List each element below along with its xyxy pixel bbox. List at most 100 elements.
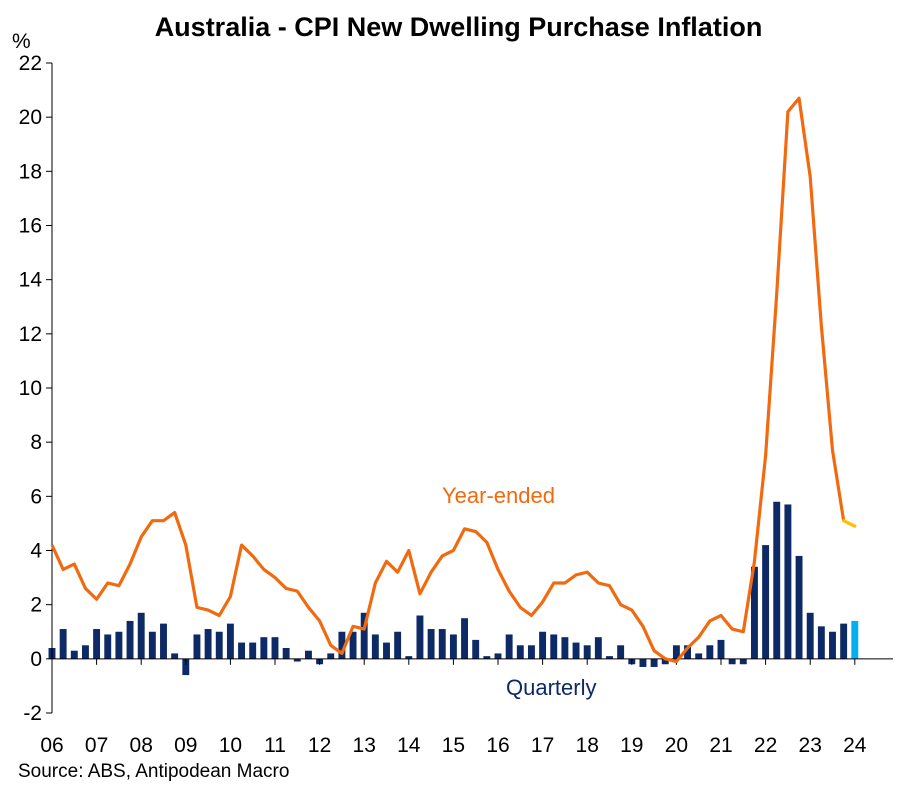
- quarterly-bar: [81, 645, 89, 659]
- x-tick-label: 21: [709, 734, 732, 757]
- quarterly-bar: [271, 637, 279, 659]
- y-tick-label: 22: [19, 52, 42, 75]
- quarterly-bar: [739, 658, 747, 665]
- x-tick-label: 17: [531, 734, 554, 757]
- quarterly-bar: [650, 658, 658, 667]
- quarterly-bar: [728, 658, 736, 665]
- quarterly-bar: [182, 658, 190, 676]
- x-tick-label: 15: [442, 734, 465, 757]
- quarterly-bar: [762, 545, 770, 659]
- quarterly-bar: [661, 658, 669, 665]
- quarterly-bar: [717, 639, 725, 659]
- quarterly-bar: [238, 642, 245, 659]
- y-tick-label: -2: [23, 702, 42, 725]
- quarterly-bar: [617, 645, 625, 659]
- y-tick-label: 2: [30, 594, 42, 617]
- x-tick-label: 11: [264, 734, 286, 757]
- quarterly-bar: [750, 566, 758, 659]
- quarterly-bar: [104, 634, 112, 659]
- x-tick-label: 14: [397, 734, 421, 757]
- x-tick-label: 20: [665, 734, 688, 757]
- quarterly-bar: [327, 653, 335, 659]
- quarterly-bar: [394, 631, 402, 659]
- y-tick-label: 6: [30, 485, 42, 508]
- year-ended-line: [50, 96, 857, 664]
- x-tick-label: 12: [308, 734, 331, 757]
- quarterly-bar: [137, 612, 145, 659]
- y-tick-label: 14: [19, 269, 43, 292]
- quarterly-bar: [249, 642, 257, 659]
- quarterly-bar: [706, 645, 714, 659]
- quarterly-bar: [672, 645, 680, 659]
- quarterly-bar: [293, 658, 301, 662]
- x-tick-label: 07: [85, 734, 108, 757]
- quarterly-bar: [539, 631, 547, 659]
- quarterly-bar: [583, 645, 591, 659]
- quarterly-bar: [806, 612, 814, 659]
- y-tick-label: 12: [19, 323, 42, 346]
- quarterly-bar: [561, 637, 569, 659]
- quarterly-bar: [427, 629, 435, 659]
- y-axis-unit: %: [12, 30, 31, 53]
- quarterly-bar: [594, 637, 602, 659]
- year-ended-latest-segment: [842, 519, 857, 528]
- x-tick-label: 10: [219, 734, 242, 757]
- x-tick-label: 16: [486, 734, 509, 757]
- quarterly-bar: [438, 629, 446, 659]
- quarterly-bar: [338, 631, 346, 659]
- quarterly-bar: [171, 653, 179, 659]
- quarterly-bar: [126, 620, 134, 659]
- quarterly-bar: [304, 650, 312, 659]
- y-tick-label: 16: [19, 215, 42, 238]
- quarterly-bar: [59, 629, 67, 659]
- x-tick-label: 08: [130, 734, 153, 757]
- series-label-year-ended: Year-ended: [442, 483, 555, 508]
- quarterly-bar: [226, 623, 234, 659]
- x-tick-label: 24: [843, 734, 867, 757]
- quarterly-bar: [461, 618, 468, 659]
- quarterly-bar: [260, 637, 268, 659]
- quarterly-bar: [550, 634, 558, 659]
- quarterly-bar: [405, 656, 413, 659]
- quarterly-bar: [795, 555, 803, 659]
- quarterly-bar: [215, 631, 223, 659]
- year-ended-series-line: [50, 96, 846, 664]
- quarterly-bar: [483, 656, 491, 659]
- quarterly-bar: [695, 653, 703, 659]
- series-label-quarterly: Quarterly: [506, 675, 596, 700]
- y-tick-label: 8: [30, 431, 42, 454]
- chart-title: Australia - CPI New Dwelling Purchase In…: [154, 12, 763, 42]
- x-tick-label: 23: [799, 734, 822, 757]
- quarterly-bar: [516, 645, 524, 659]
- quarterly-bar: [684, 645, 691, 659]
- quarterly-bar: [527, 645, 535, 659]
- quarterly-bar: [449, 634, 457, 659]
- quarterly-bar: [193, 634, 201, 659]
- y-tick-label: 10: [19, 377, 42, 400]
- x-tick-label: 06: [40, 734, 63, 757]
- quarterly-bar: [639, 658, 647, 667]
- quarterly-bar: [606, 656, 613, 659]
- quarterly-bar: [160, 623, 167, 659]
- x-tick-label: 09: [174, 734, 197, 757]
- y-tick-label: 18: [19, 160, 42, 183]
- quarterly-bar: [472, 639, 480, 659]
- quarterly-bar: [148, 631, 156, 659]
- quarterly-bar: [204, 629, 212, 659]
- quarterly-bar: [572, 642, 580, 659]
- x-tick-label: 13: [353, 734, 376, 757]
- quarterly-bar: [416, 615, 424, 659]
- x-tick-label: 22: [754, 734, 777, 757]
- quarterly-bar: [115, 631, 123, 659]
- quarterly-bar: [383, 642, 390, 659]
- quarterly-bars: [48, 501, 859, 676]
- x-tick-label: 19: [620, 734, 643, 757]
- series-labels: Year-ended Quarterly: [442, 483, 596, 700]
- x-tick-label: 18: [576, 734, 599, 757]
- quarterly-bar: [505, 634, 513, 659]
- quarterly-bar: [784, 504, 792, 659]
- quarterly-bar: [371, 634, 379, 659]
- source-note: Source: ABS, Antipodean Macro: [18, 761, 290, 782]
- quarterly-bar: [773, 501, 781, 659]
